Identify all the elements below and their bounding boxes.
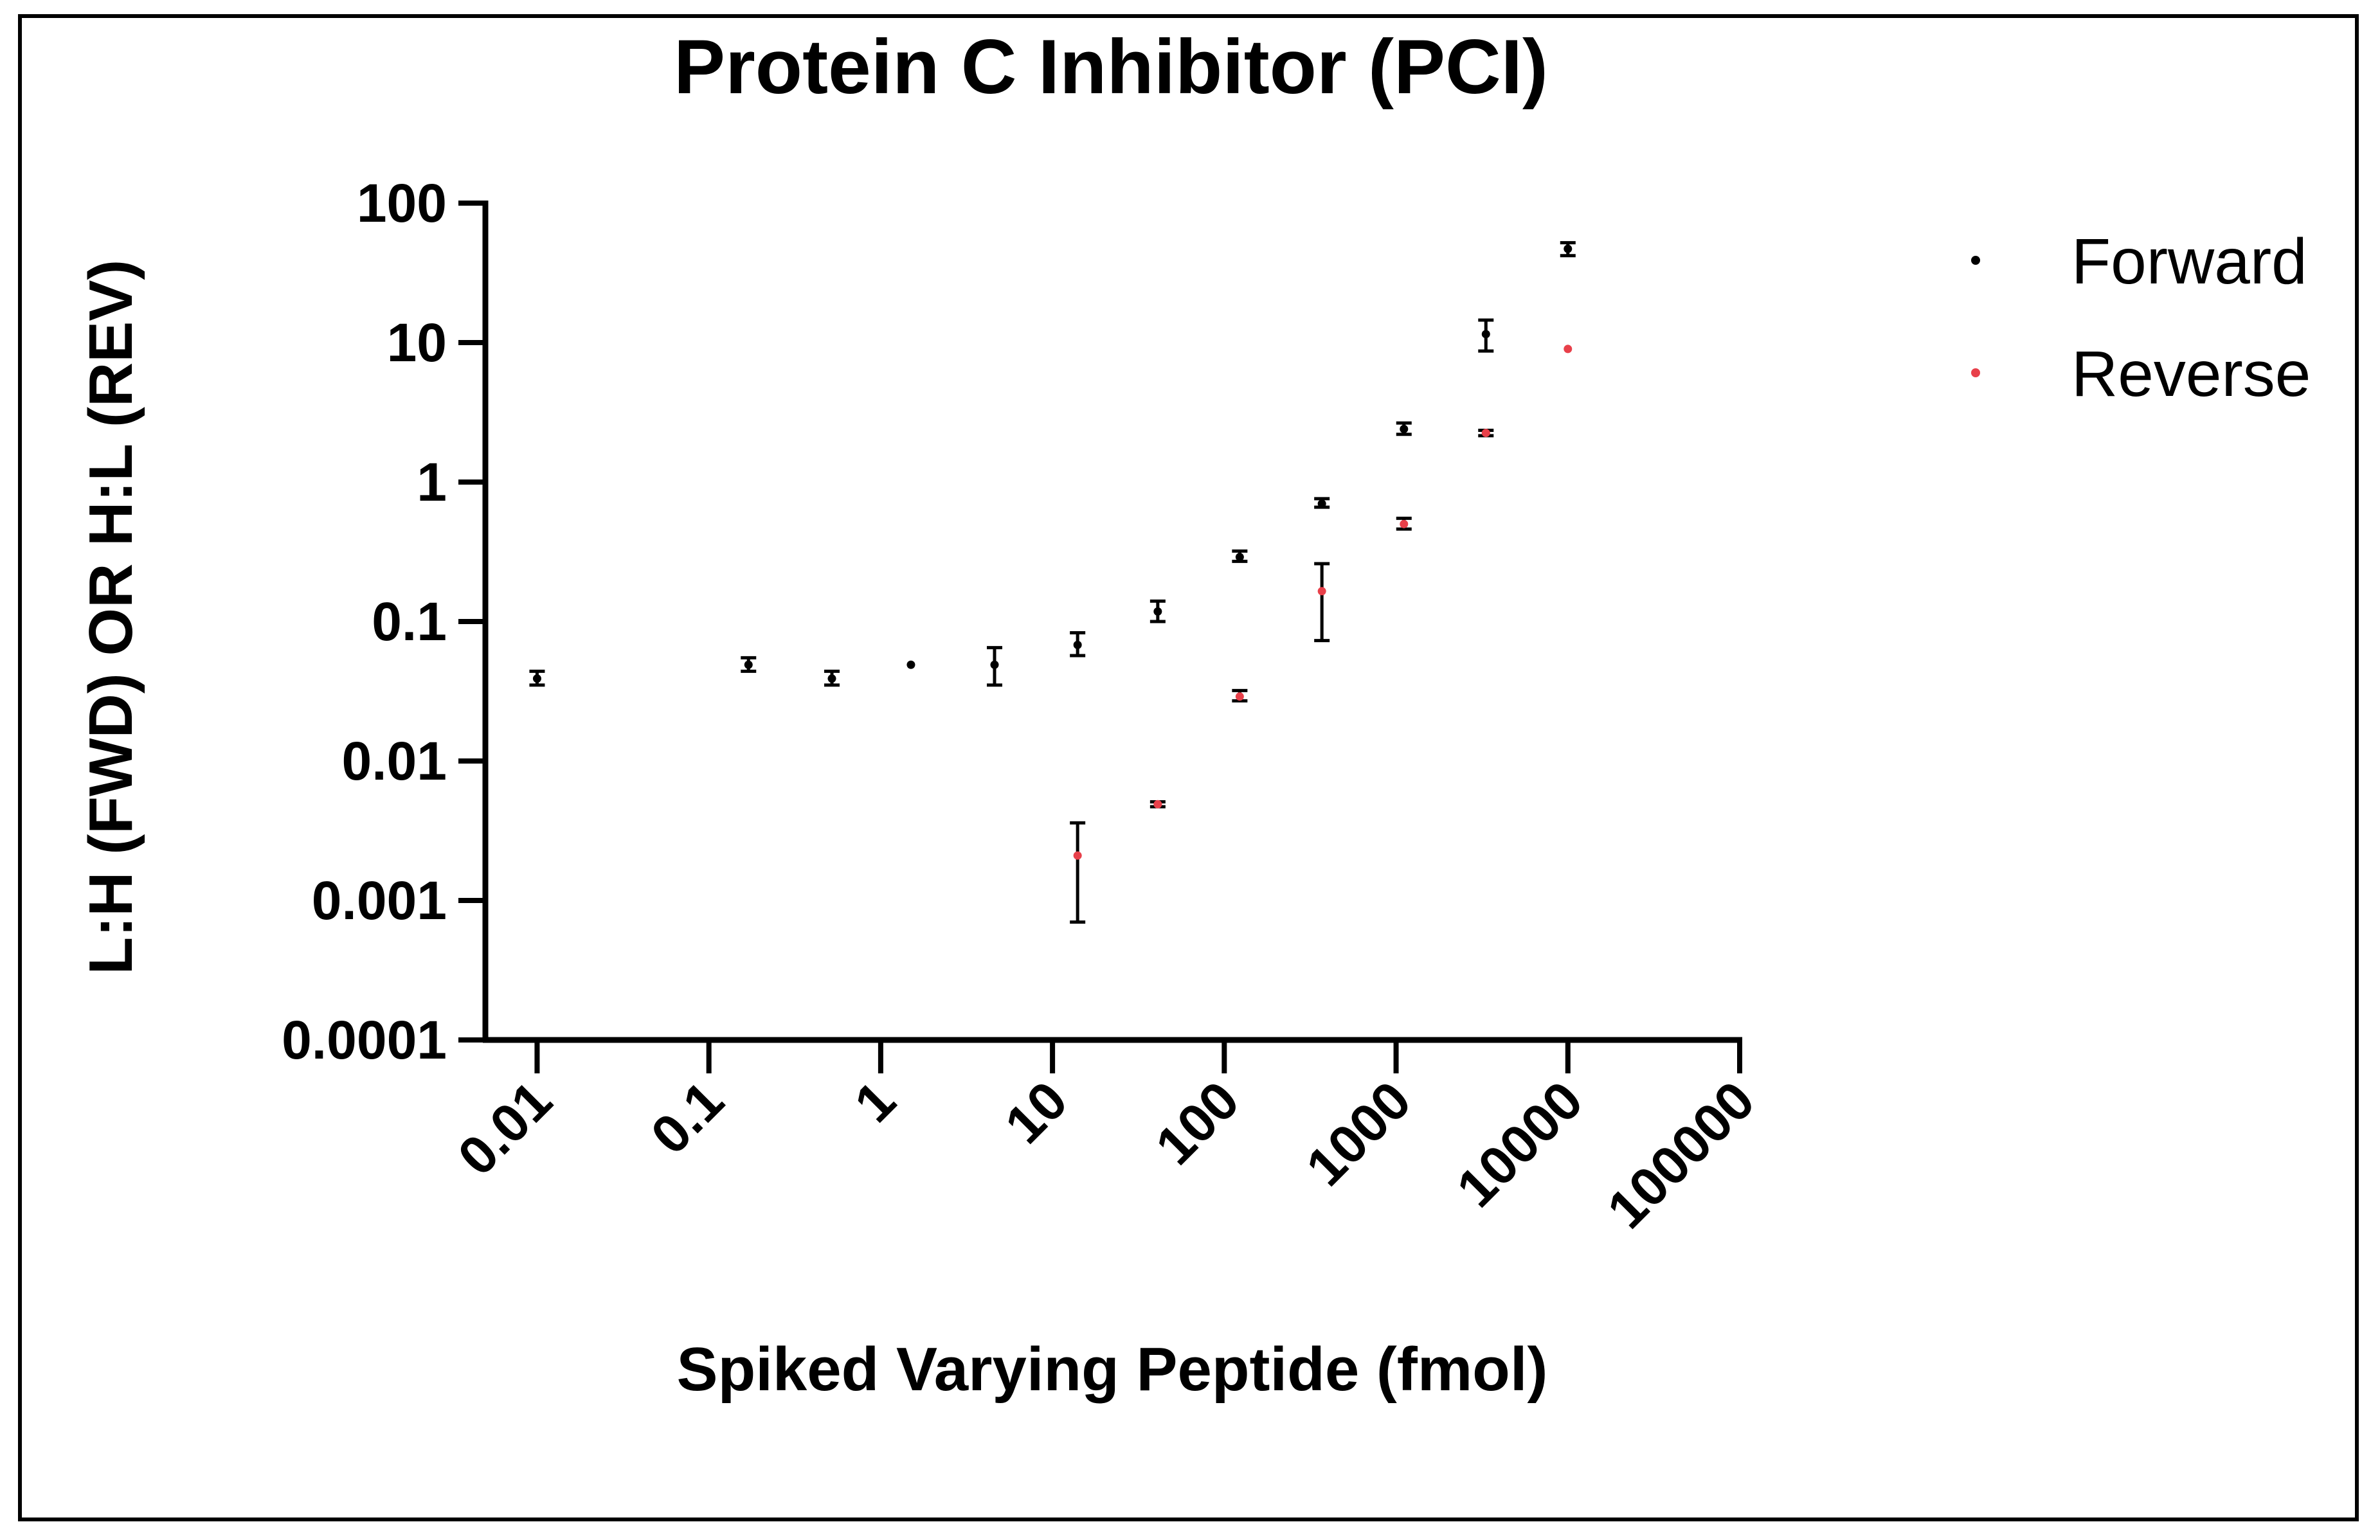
x-tick-label: 1 [843,1070,907,1134]
y-tick-label: 100 [357,173,447,233]
data-series [529,241,1576,924]
data-point-forward [1481,330,1490,339]
data-point-forward [1564,244,1573,253]
series-forward [529,241,1576,687]
x-axis-label: Spiked Varying Peptide (fmol) [677,1335,1548,1404]
x-tick-label: 100 [1144,1070,1250,1176]
x-ticks: 0.01 0.1 1 10 100 1000 10000 100000 [446,1040,1766,1240]
data-point-forward [990,660,999,669]
data-point-forward [744,660,753,669]
axes [482,201,1742,1043]
series-reverse [1070,345,1573,924]
data-point-forward [532,674,541,683]
chart-frame [18,14,2359,1521]
data-point-reverse [1235,692,1244,701]
y-tick-label: 0.01 [342,731,447,791]
data-point-forward [1235,553,1244,562]
y-tick-label: 1 [417,452,447,512]
x-tick-label: 100000 [1596,1070,1766,1240]
x-tick-label: 0.1 [639,1070,735,1165]
data-point-reverse [1153,800,1162,809]
data-point-reverse [1317,587,1326,596]
y-ticks: 0.0001 0.001 0.01 0.1 1 10 100 [282,173,485,1070]
data-point-forward [1073,640,1082,649]
legend-label-forward: Forward [2071,226,2307,298]
chart-title: Protein C Inhibitor (PCI) [674,24,1548,110]
y-tick-label: 0.1 [372,591,447,652]
data-point-forward [1317,499,1326,508]
y-tick-label: 0.0001 [282,1010,447,1070]
data-point-reverse [1564,345,1573,354]
legend-marker-reverse [1971,368,1980,377]
x-tick-label: 10 [993,1070,1079,1155]
y-tick-label: 0.001 [312,870,447,931]
y-axis-label: L:H (FWD) OR H:L (REV) [77,260,145,975]
data-point-forward [906,660,915,669]
y-tick-label: 10 [387,312,447,373]
legend-label-reverse: Reverse [2071,338,2311,410]
x-tick-label: 10000 [1445,1070,1594,1219]
data-point-forward [1400,424,1409,433]
x-tick-label: 1000 [1295,1070,1423,1197]
data-point-forward [827,674,836,683]
x-tick-label: 0.01 [446,1070,563,1186]
data-point-reverse [1481,429,1490,438]
legend-marker-forward [1971,256,1980,265]
data-point-forward [1153,607,1162,616]
legend: Forward Reverse [1971,226,2311,410]
data-point-reverse [1073,851,1082,860]
data-point-reverse [1400,519,1409,528]
